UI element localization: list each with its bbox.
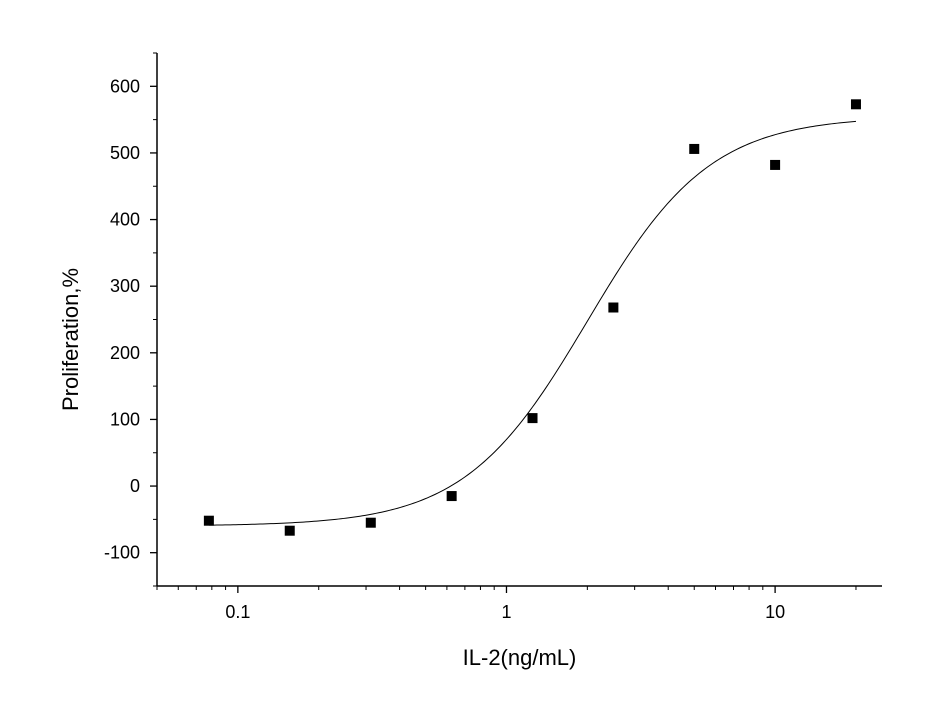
x-tick-label: 0.1: [225, 602, 250, 622]
x-tick-label: 10: [765, 602, 785, 622]
data-point: [527, 413, 538, 424]
x-axis-title: IL-2(ng/mL): [463, 645, 577, 670]
axis-ticks: -100 0 100 200 300 400 500 600 0.1 1 10: [104, 52, 857, 622]
data-point: [770, 159, 781, 170]
fit-curve: [208, 120, 857, 526]
y-tick-label: 600: [110, 76, 140, 96]
y-tick-label: 500: [110, 143, 140, 163]
fit-curve-group: [208, 120, 857, 526]
x-tick-label: 1: [501, 602, 511, 622]
y-tick-label: 300: [110, 276, 140, 296]
data-point: [608, 302, 619, 313]
data-point: [203, 515, 214, 526]
data-point: [365, 517, 376, 528]
y-tick-label: 0: [130, 476, 140, 496]
data-point: [446, 491, 457, 502]
y-tick-label: 200: [110, 343, 140, 363]
data-point: [284, 525, 295, 536]
y-axis-title: Proliferation,%: [58, 268, 83, 411]
data-points: [203, 99, 861, 536]
y-tick-label: 100: [110, 409, 140, 429]
axes: [156, 53, 882, 587]
y-tick-label: -100: [104, 543, 140, 563]
data-point: [689, 143, 700, 154]
y-tick-label: 400: [110, 210, 140, 230]
data-point: [850, 99, 861, 110]
